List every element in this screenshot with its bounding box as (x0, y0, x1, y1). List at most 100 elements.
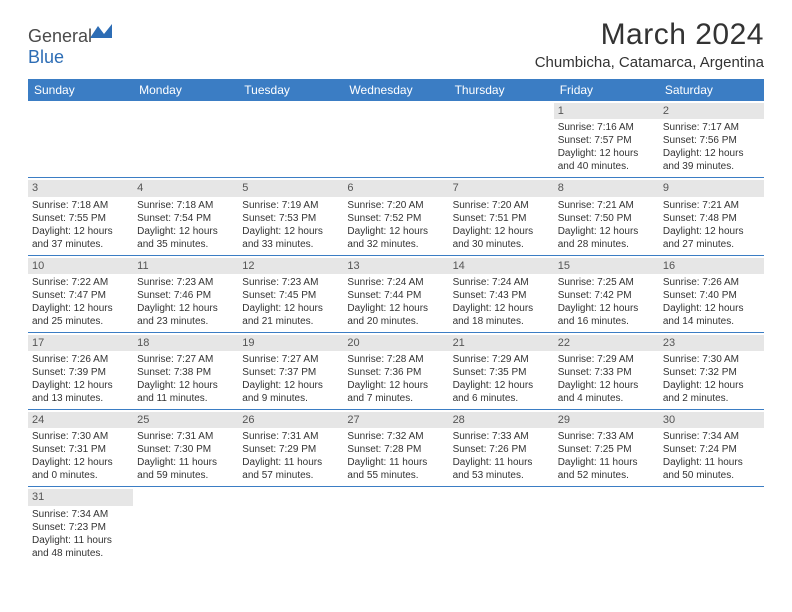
day-cell: 23Sunrise: 7:30 AMSunset: 7:32 PMDayligh… (659, 332, 764, 409)
calendar-row: 17Sunrise: 7:26 AMSunset: 7:39 PMDayligh… (28, 332, 764, 409)
day-info-line: and 50 minutes. (663, 469, 760, 482)
day-cell: 17Sunrise: 7:26 AMSunset: 7:39 PMDayligh… (28, 332, 133, 409)
day-info-line: and 52 minutes. (558, 469, 655, 482)
day-info-line: Sunrise: 7:29 AM (453, 353, 550, 366)
day-cell: 14Sunrise: 7:24 AMSunset: 7:43 PMDayligh… (449, 255, 554, 332)
day-number: 3 (28, 180, 133, 196)
day-info-line: Daylight: 12 hours (137, 225, 234, 238)
day-cell: 27Sunrise: 7:32 AMSunset: 7:28 PMDayligh… (343, 410, 448, 487)
day-info-line: and 39 minutes. (663, 160, 760, 173)
day-info-line: Sunset: 7:32 PM (663, 366, 760, 379)
empty-cell (238, 101, 343, 178)
day-info-line: Daylight: 12 hours (32, 379, 129, 392)
weekday-header: Saturday (659, 79, 764, 101)
day-info-line: Sunrise: 7:23 AM (137, 276, 234, 289)
day-info-line: and 13 minutes. (32, 392, 129, 405)
day-number: 26 (238, 412, 343, 428)
day-cell: 20Sunrise: 7:28 AMSunset: 7:36 PMDayligh… (343, 332, 448, 409)
day-info-line: Sunset: 7:25 PM (558, 443, 655, 456)
day-info-line: and 37 minutes. (32, 238, 129, 251)
calendar-table: SundayMondayTuesdayWednesdayThursdayFrid… (28, 79, 764, 564)
day-info-line: Daylight: 12 hours (32, 225, 129, 238)
day-cell: 7Sunrise: 7:20 AMSunset: 7:51 PMDaylight… (449, 178, 554, 255)
day-info-line: Sunset: 7:23 PM (32, 521, 129, 534)
day-number: 31 (28, 489, 133, 505)
day-info-line: Sunrise: 7:18 AM (137, 199, 234, 212)
weekday-header: Sunday (28, 79, 133, 101)
day-info-line: Sunset: 7:54 PM (137, 212, 234, 225)
day-cell: 6Sunrise: 7:20 AMSunset: 7:52 PMDaylight… (343, 178, 448, 255)
day-number: 16 (659, 258, 764, 274)
day-cell: 26Sunrise: 7:31 AMSunset: 7:29 PMDayligh… (238, 410, 343, 487)
day-info-line: Daylight: 12 hours (663, 225, 760, 238)
day-info-line: Sunrise: 7:27 AM (242, 353, 339, 366)
day-info-line: and 40 minutes. (558, 160, 655, 173)
day-info-line: Daylight: 12 hours (347, 379, 444, 392)
day-info-line: Sunrise: 7:21 AM (663, 199, 760, 212)
day-cell: 15Sunrise: 7:25 AMSunset: 7:42 PMDayligh… (554, 255, 659, 332)
calendar-body: 1Sunrise: 7:16 AMSunset: 7:57 PMDaylight… (28, 101, 764, 564)
day-cell: 25Sunrise: 7:31 AMSunset: 7:30 PMDayligh… (133, 410, 238, 487)
day-info-line: Sunrise: 7:19 AM (242, 199, 339, 212)
day-cell: 1Sunrise: 7:16 AMSunset: 7:57 PMDaylight… (554, 101, 659, 178)
day-cell: 11Sunrise: 7:23 AMSunset: 7:46 PMDayligh… (133, 255, 238, 332)
day-number: 21 (449, 335, 554, 351)
day-info-line: Sunrise: 7:33 AM (453, 430, 550, 443)
day-info-line: Daylight: 12 hours (453, 225, 550, 238)
day-info-line: and 48 minutes. (32, 547, 129, 560)
day-number: 9 (659, 180, 764, 196)
day-number: 11 (133, 258, 238, 274)
day-number: 23 (659, 335, 764, 351)
day-info-line: Daylight: 12 hours (558, 302, 655, 315)
day-info-line: Sunrise: 7:23 AM (242, 276, 339, 289)
day-info-line: and 27 minutes. (663, 238, 760, 251)
day-info-line: Sunset: 7:44 PM (347, 289, 444, 302)
header: GeneralBlue March 2024 Chumbicha, Catama… (28, 18, 764, 71)
day-info-line: Sunrise: 7:26 AM (663, 276, 760, 289)
day-info-line: Sunrise: 7:24 AM (453, 276, 550, 289)
day-info-line: and 35 minutes. (137, 238, 234, 251)
day-info-line: Daylight: 12 hours (242, 225, 339, 238)
day-info-line: Sunset: 7:42 PM (558, 289, 655, 302)
day-cell: 21Sunrise: 7:29 AMSunset: 7:35 PMDayligh… (449, 332, 554, 409)
day-info-line: and 55 minutes. (347, 469, 444, 482)
day-info-line: Daylight: 12 hours (453, 302, 550, 315)
day-info-line: Sunrise: 7:30 AM (663, 353, 760, 366)
day-number: 4 (133, 180, 238, 196)
day-info-line: and 20 minutes. (347, 315, 444, 328)
day-info-line: Sunset: 7:28 PM (347, 443, 444, 456)
day-cell: 28Sunrise: 7:33 AMSunset: 7:26 PMDayligh… (449, 410, 554, 487)
day-info-line: Sunrise: 7:20 AM (347, 199, 444, 212)
day-info-line: Sunrise: 7:31 AM (242, 430, 339, 443)
day-info-line: Sunset: 7:36 PM (347, 366, 444, 379)
day-number: 28 (449, 412, 554, 428)
day-number: 10 (28, 258, 133, 274)
day-info-line: Daylight: 12 hours (558, 225, 655, 238)
day-info-line: and 9 minutes. (242, 392, 339, 405)
day-info-line: Sunrise: 7:17 AM (663, 121, 760, 134)
day-info-line: Sunset: 7:57 PM (558, 134, 655, 147)
day-info-line: Daylight: 12 hours (558, 147, 655, 160)
day-cell: 3Sunrise: 7:18 AMSunset: 7:55 PMDaylight… (28, 178, 133, 255)
day-info-line: Sunset: 7:40 PM (663, 289, 760, 302)
day-number: 22 (554, 335, 659, 351)
day-info-line: Daylight: 11 hours (137, 456, 234, 469)
page-title: March 2024 (535, 18, 764, 52)
empty-cell (449, 487, 554, 564)
day-info-line: and 33 minutes. (242, 238, 339, 251)
day-info-line: and 7 minutes. (347, 392, 444, 405)
weekday-header: Friday (554, 79, 659, 101)
weekday-header: Wednesday (343, 79, 448, 101)
day-info-line: Daylight: 11 hours (453, 456, 550, 469)
day-info-line: and 53 minutes. (453, 469, 550, 482)
day-info-line: Sunrise: 7:34 AM (32, 508, 129, 521)
day-number: 19 (238, 335, 343, 351)
logo: GeneralBlue (28, 18, 112, 68)
day-info-line: Daylight: 12 hours (663, 147, 760, 160)
day-info-line: Sunrise: 7:28 AM (347, 353, 444, 366)
day-cell: 5Sunrise: 7:19 AMSunset: 7:53 PMDaylight… (238, 178, 343, 255)
day-cell: 10Sunrise: 7:22 AMSunset: 7:47 PMDayligh… (28, 255, 133, 332)
day-number: 25 (133, 412, 238, 428)
day-info-line: Daylight: 12 hours (32, 302, 129, 315)
day-info-line: Sunrise: 7:33 AM (558, 430, 655, 443)
